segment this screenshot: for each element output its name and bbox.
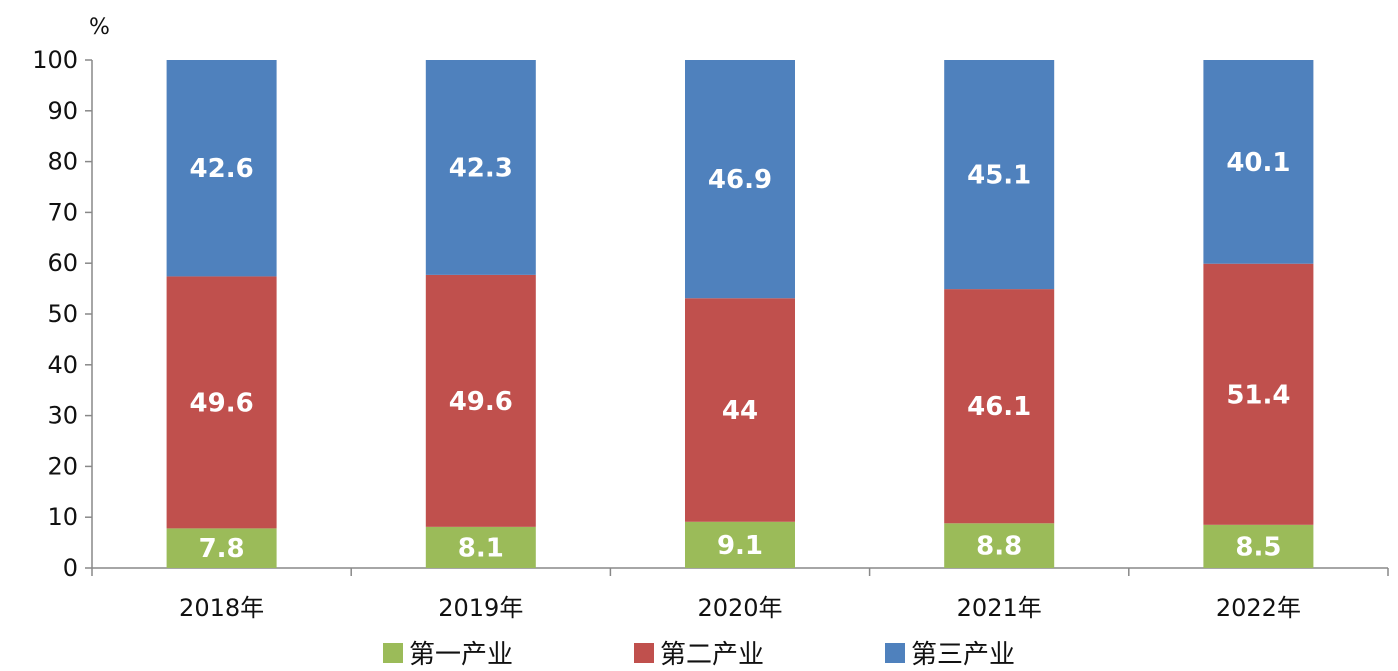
data-label: 49.6 — [449, 387, 513, 417]
y-axis: 0 10 20 30 40 50 60 70 80 90 100 — [32, 46, 93, 582]
data-label: 44 — [722, 396, 758, 426]
bar-segment — [944, 289, 1055, 524]
data-label: 42.3 — [449, 153, 513, 183]
bar-segment — [685, 60, 795, 299]
data-label: 9.1 — [717, 531, 763, 561]
data-label: 40.1 — [1226, 148, 1290, 178]
y-tick-label: 50 — [47, 300, 78, 328]
y-tick-label: 10 — [47, 503, 78, 531]
bar-segment — [425, 526, 536, 568]
legend-label: 第二产业 — [660, 640, 764, 670]
data-label: 7.8 — [199, 534, 245, 564]
data-label: 46.9 — [708, 165, 772, 195]
bar-segment — [166, 528, 277, 568]
y-tick-label: 30 — [47, 402, 78, 430]
x-axis: 2018年 2019年 2020年 2021年 2022年 — [91, 567, 1389, 622]
bar-segment — [425, 274, 536, 527]
legend-label: 第一产业 — [409, 640, 513, 670]
bar-segment — [1203, 60, 1314, 264]
data-label: 8.8 — [976, 532, 1022, 562]
x-tick-label: 2021年 — [957, 594, 1042, 622]
data-label: 45.1 — [967, 161, 1031, 191]
bar-segment — [1203, 263, 1314, 525]
y-unit-label: % — [89, 15, 110, 40]
data-label: 8.1 — [458, 533, 504, 563]
y-tick-label: 60 — [47, 249, 78, 277]
y-tick-label: 100 — [32, 46, 78, 74]
x-tick-label: 2019年 — [438, 594, 523, 622]
legend-swatch — [383, 643, 403, 663]
data-label: 8.5 — [1235, 532, 1281, 562]
y-tick-label: 90 — [47, 97, 78, 125]
data-label: 51.4 — [1226, 380, 1290, 410]
bar-segment — [944, 60, 1055, 290]
y-tick-label: 20 — [47, 452, 78, 480]
x-tick-label: 2018年 — [179, 594, 264, 622]
bar-segment — [425, 60, 536, 275]
x-tick-label: 2022年 — [1216, 594, 1301, 622]
bar-segment — [944, 523, 1055, 568]
y-tick-label: 40 — [47, 351, 78, 379]
legend-label: 第三产业 — [911, 640, 1015, 670]
data-label: 49.6 — [190, 388, 254, 418]
bar-segment — [685, 298, 795, 522]
y-tick-label: 70 — [47, 198, 78, 226]
bar-segment — [166, 60, 277, 277]
data-label: 42.6 — [190, 154, 254, 184]
bar-segment — [1203, 524, 1314, 568]
y-tick-label: 0 — [63, 554, 78, 582]
data-label: 46.1 — [967, 392, 1031, 422]
bars: 7.8 49.6 42.6 8.1 49.6 42.3 9.1 44 46.9 8.8 46.1 45… — [166, 60, 1314, 568]
legend-swatch — [634, 643, 654, 663]
x-tick-label: 2020年 — [697, 594, 782, 622]
legend-swatch — [885, 643, 905, 663]
y-tick-label: 80 — [47, 148, 78, 176]
legend: 第一产业 第二产业 第三产业 — [383, 640, 1015, 670]
bar-segment — [166, 276, 277, 529]
bar-segment — [685, 521, 795, 568]
